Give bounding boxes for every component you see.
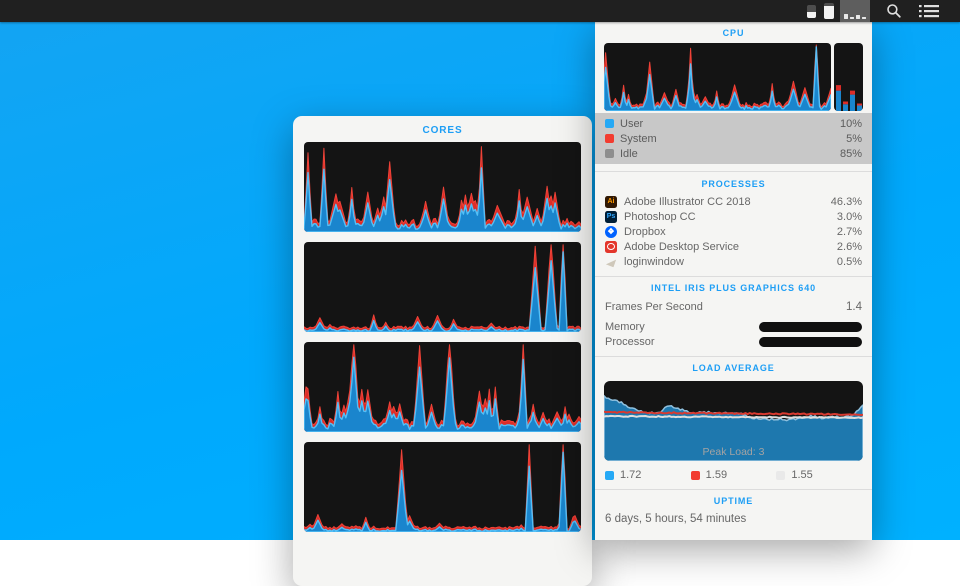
load15-value: 1.55 [791,469,812,481]
gpu-processor-label: Processor [605,336,655,348]
list-icon[interactable] [919,4,939,18]
dropbox-icon: ❖ [605,226,617,238]
system-color-swatch [605,134,614,143]
process-row[interactable]: ❖ Dropbox 2.7% [595,224,872,239]
mini-bar [856,15,860,19]
graphics-section-title: INTEL IRIS PLUS GRAPHICS 640 [595,277,872,298]
mini-bar [850,17,854,19]
cpu-bars-graph [834,43,863,111]
system-label: System [620,133,657,145]
idle-label: Idle [620,148,638,160]
cpu-history-graph [604,43,831,111]
processes-section: PROCESSES Ai Adobe Illustrator CC 2018 4… [595,172,872,277]
process-cpu-value: 2.7% [837,226,862,238]
search-icon[interactable] [886,3,902,19]
core1-graph [304,142,581,232]
disk-gauge-icon[interactable] [824,3,834,19]
idle-value: 85% [840,148,862,160]
illustrator-icon: Ai [605,196,617,208]
load15-color-swatch [776,471,785,480]
load1-legend-item: 1.72 [605,469,691,481]
core3-graph [304,342,581,432]
process-cpu-value: 46.3% [831,196,862,208]
process-name: Photoshop CC [624,211,696,223]
cpu-legend-selected-block[interactable]: User 10% System 5% Idle 85% [595,113,872,164]
idle-color-swatch [605,149,614,158]
cpu-section-title: CPU [595,22,872,43]
load-average-legend: 1.72 1.59 1.55 [595,468,872,482]
cores-window: CORES [293,116,592,586]
gpu-memory-row: Memory [595,319,872,334]
load-average-graph: Peak Load: 3 [604,381,863,461]
gpu-memory-label: Memory [605,321,645,333]
load5-value: 1.59 [706,469,727,481]
load1-color-swatch [605,471,614,480]
photoshop-icon: Ps [605,211,617,223]
process-name: Adobe Illustrator CC 2018 [624,196,751,208]
core2-graph [304,242,581,332]
menu-bar [0,0,960,22]
uptime-value: 6 days, 5 hours, 54 minutes [595,511,872,525]
load5-legend-item: 1.59 [691,469,777,481]
fps-row: Frames Per Second 1.4 [595,298,872,315]
process-row[interactable]: loginwindow 0.5% [595,254,872,269]
mini-bar [844,14,848,19]
fps-value: 1.4 [846,301,862,313]
load-average-title: LOAD AVERAGE [595,357,872,378]
process-name: loginwindow [624,256,684,268]
cpu-legend-row-idle[interactable]: Idle 85% [595,146,872,161]
load-average-section: LOAD AVERAGE Peak Load: 3 1.72 1.59 1.55 [595,357,872,490]
cpu-graph-menu-icon[interactable] [840,0,870,22]
uptime-section: UPTIME 6 days, 5 hours, 54 minutes [595,490,872,532]
processes-section-title: PROCESSES [595,173,872,194]
fps-label: Frames Per Second [605,301,703,313]
user-value: 10% [840,118,862,130]
memory-gauge-fill [807,12,816,18]
cpu-legend-row-system[interactable]: System 5% [595,131,872,146]
user-label: User [620,118,643,130]
process-name: Adobe Desktop Service [624,241,739,253]
loginwindow-icon [605,256,617,268]
load1-value: 1.72 [620,469,641,481]
user-color-swatch [605,119,614,128]
process-name: Dropbox [624,226,666,238]
peak-load-label: Peak Load: 3 [604,446,863,458]
gpu-processor-bar [759,337,862,347]
cpu-graphs [595,43,872,111]
process-row[interactable]: Adobe Desktop Service 2.6% [595,239,872,254]
load5-color-swatch [691,471,700,480]
process-cpu-value: 2.6% [837,241,862,253]
memory-gauge-icon[interactable] [807,5,816,18]
graphics-section: INTEL IRIS PLUS GRAPHICS 640 Frames Per … [595,277,872,357]
cpu-section: CPU User 10% System 5% Idle 85% [595,22,872,172]
process-row[interactable]: Ps Photoshop CC 3.0% [595,209,872,224]
core4-graph [304,442,581,532]
creative-cloud-icon [605,241,617,253]
process-cpu-value: 3.0% [837,211,862,223]
cpu-dropdown-panel: CPU User 10% System 5% Idle 85% PRO [595,22,872,540]
process-row[interactable]: Ai Adobe Illustrator CC 2018 46.3% [595,194,872,209]
cpu-legend-row-user[interactable]: User 10% [595,116,872,131]
gpu-memory-bar [759,322,862,332]
system-value: 5% [846,133,862,145]
uptime-title: UPTIME [595,490,872,511]
cores-window-title: CORES [293,116,592,142]
gpu-processor-row: Processor [595,334,872,349]
disk-gauge-fill [824,6,834,19]
load15-legend-item: 1.55 [776,469,862,481]
mini-bar [862,17,866,19]
process-cpu-value: 0.5% [837,256,862,268]
